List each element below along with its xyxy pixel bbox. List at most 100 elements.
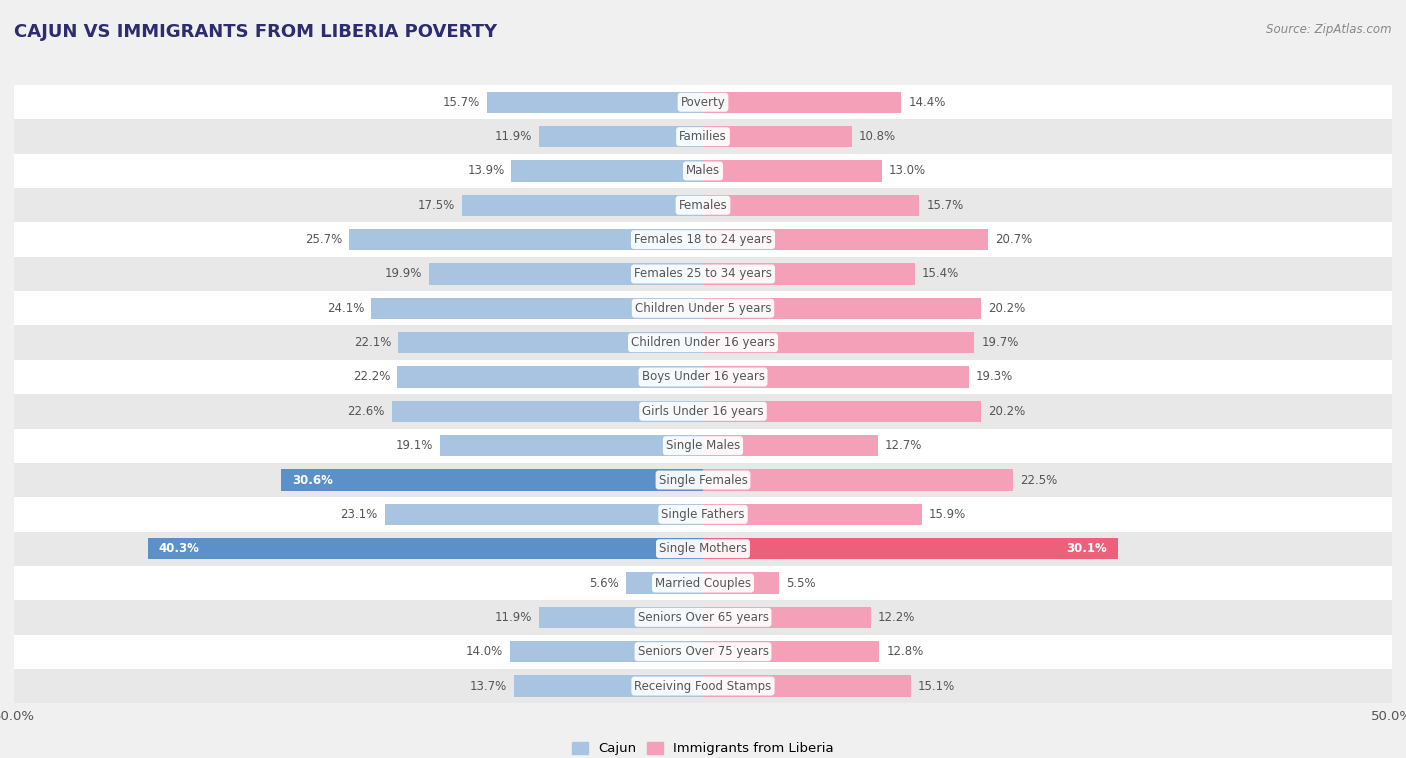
Text: Boys Under 16 years: Boys Under 16 years (641, 371, 765, 384)
Bar (461, 195, 703, 216)
Text: Females 25 to 34 years: Females 25 to 34 years (634, 268, 772, 280)
Bar (14, 154, 1392, 188)
Bar (371, 298, 703, 319)
Bar (515, 675, 703, 697)
Bar (512, 160, 703, 182)
Bar (486, 92, 703, 113)
Bar (148, 538, 703, 559)
Text: 15.1%: 15.1% (918, 680, 955, 693)
Text: 19.3%: 19.3% (976, 371, 1014, 384)
Bar (14, 394, 1392, 428)
Text: 13.0%: 13.0% (889, 164, 927, 177)
Text: 20.2%: 20.2% (988, 405, 1025, 418)
Text: Seniors Over 75 years: Seniors Over 75 years (637, 645, 769, 658)
Bar (429, 263, 703, 284)
Bar (703, 263, 915, 284)
Text: 22.1%: 22.1% (354, 336, 392, 349)
Bar (703, 504, 922, 525)
Bar (703, 538, 1118, 559)
Bar (14, 463, 1392, 497)
Bar (14, 85, 1392, 120)
Bar (510, 641, 703, 662)
Text: 30.6%: 30.6% (292, 474, 333, 487)
Text: 10.8%: 10.8% (859, 130, 896, 143)
Text: 22.6%: 22.6% (347, 405, 385, 418)
Text: 25.7%: 25.7% (305, 233, 342, 246)
Bar (14, 428, 1392, 463)
Text: 11.9%: 11.9% (495, 130, 531, 143)
Bar (440, 435, 703, 456)
Text: 17.5%: 17.5% (418, 199, 456, 211)
Bar (14, 222, 1392, 257)
Text: Females 18 to 24 years: Females 18 to 24 years (634, 233, 772, 246)
Text: Single Fathers: Single Fathers (661, 508, 745, 521)
Bar (14, 600, 1392, 634)
Bar (626, 572, 703, 594)
Text: Single Mothers: Single Mothers (659, 542, 747, 555)
Bar (14, 497, 1392, 531)
Bar (385, 504, 703, 525)
Bar (703, 195, 920, 216)
Text: 19.1%: 19.1% (395, 439, 433, 453)
Text: 5.5%: 5.5% (786, 577, 815, 590)
Bar (703, 572, 779, 594)
Text: Receiving Food Stamps: Receiving Food Stamps (634, 680, 772, 693)
Bar (538, 126, 703, 147)
Bar (703, 332, 974, 353)
Bar (14, 531, 1392, 566)
Text: Females: Females (679, 199, 727, 211)
Legend: Cajun, Immigrants from Liberia: Cajun, Immigrants from Liberia (567, 737, 839, 758)
Bar (281, 469, 703, 490)
Text: Poverty: Poverty (681, 96, 725, 108)
Text: 22.2%: 22.2% (353, 371, 391, 384)
Text: 12.7%: 12.7% (884, 439, 922, 453)
Bar (349, 229, 703, 250)
Text: Source: ZipAtlas.com: Source: ZipAtlas.com (1267, 23, 1392, 36)
Text: 23.1%: 23.1% (340, 508, 378, 521)
Text: 15.7%: 15.7% (443, 96, 479, 108)
Bar (703, 366, 969, 387)
Text: Males: Males (686, 164, 720, 177)
Bar (703, 298, 981, 319)
Bar (14, 257, 1392, 291)
Text: 15.9%: 15.9% (929, 508, 966, 521)
Text: 5.6%: 5.6% (589, 577, 619, 590)
Bar (703, 126, 852, 147)
Bar (14, 188, 1392, 222)
Text: Girls Under 16 years: Girls Under 16 years (643, 405, 763, 418)
Text: 12.2%: 12.2% (877, 611, 915, 624)
Bar (14, 120, 1392, 154)
Text: 20.2%: 20.2% (988, 302, 1025, 315)
Bar (703, 92, 901, 113)
Text: 20.7%: 20.7% (995, 233, 1032, 246)
Bar (703, 401, 981, 422)
Text: Children Under 5 years: Children Under 5 years (634, 302, 772, 315)
Bar (538, 606, 703, 628)
Text: 19.9%: 19.9% (384, 268, 422, 280)
Text: 19.7%: 19.7% (981, 336, 1019, 349)
Bar (398, 332, 703, 353)
Text: 14.0%: 14.0% (465, 645, 503, 658)
Bar (396, 366, 703, 387)
Bar (392, 401, 703, 422)
Bar (703, 641, 879, 662)
Text: Married Couples: Married Couples (655, 577, 751, 590)
Text: 12.8%: 12.8% (886, 645, 924, 658)
Text: Seniors Over 65 years: Seniors Over 65 years (637, 611, 769, 624)
Bar (703, 675, 911, 697)
Text: 15.7%: 15.7% (927, 199, 963, 211)
Text: 13.7%: 13.7% (470, 680, 508, 693)
Bar (14, 360, 1392, 394)
Bar (703, 435, 877, 456)
Text: 30.1%: 30.1% (1066, 542, 1107, 555)
Text: Families: Families (679, 130, 727, 143)
Bar (14, 291, 1392, 325)
Text: CAJUN VS IMMIGRANTS FROM LIBERIA POVERTY: CAJUN VS IMMIGRANTS FROM LIBERIA POVERTY (14, 23, 498, 41)
Bar (703, 469, 1012, 490)
Bar (14, 669, 1392, 703)
Text: 40.3%: 40.3% (159, 542, 200, 555)
Bar (14, 634, 1392, 669)
Text: Single Males: Single Males (666, 439, 740, 453)
Bar (703, 229, 988, 250)
Text: Children Under 16 years: Children Under 16 years (631, 336, 775, 349)
